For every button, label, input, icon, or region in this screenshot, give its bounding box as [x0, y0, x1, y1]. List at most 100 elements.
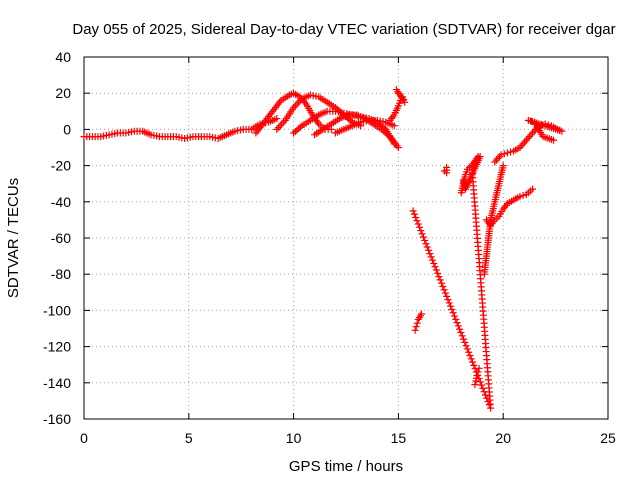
data-point-baseline	[153, 132, 161, 140]
data-point-arc-c	[321, 108, 329, 116]
data-point-end-21	[527, 131, 535, 139]
data-point-isolated-points	[417, 227, 425, 235]
y-tick-label: -40	[51, 194, 71, 210]
data-point-arc-a	[294, 92, 302, 100]
data-point-rise-19	[489, 218, 497, 226]
data-point-isolated-points	[444, 296, 452, 304]
data-point-arc-e	[355, 119, 363, 127]
data-point-arc-b	[321, 97, 329, 105]
data-point-drop-19	[492, 191, 500, 199]
x-tick-label: 20	[495, 430, 511, 446]
data-point-isolated-points	[428, 256, 436, 264]
data-point-baseline	[203, 133, 211, 141]
data-point-isolated-points	[467, 355, 475, 363]
data-point-isolated-points	[409, 207, 417, 215]
data-point-rise-19	[502, 201, 510, 209]
data-point-arc-a	[307, 109, 315, 117]
data-point-arc-c	[337, 109, 345, 117]
data-point-arc-e	[371, 116, 379, 124]
data-point-isolated-points	[419, 233, 427, 241]
data-point-isolated-points	[439, 282, 447, 290]
data-point-end-21	[525, 133, 533, 141]
data-point-arc-c	[304, 118, 312, 126]
data-point-isolated-points	[418, 230, 426, 238]
data-point-baseline	[237, 126, 245, 134]
data-point-rise-19	[526, 187, 534, 195]
data-point-cluster-17	[443, 166, 451, 174]
y-tick-label: 40	[55, 49, 71, 65]
data-point-isolated-points	[485, 401, 493, 409]
data-point-isolated-points	[478, 381, 486, 389]
data-point-arc-b	[280, 118, 288, 126]
data-point-isolated-points	[470, 361, 478, 369]
data-point-arc-b	[329, 102, 337, 110]
data-point-end-21	[547, 136, 555, 144]
data-point-isolated-points	[481, 391, 489, 399]
data-point-arc-d	[359, 114, 367, 122]
y-axis-label: SDTVAR / TECUs	[5, 178, 22, 298]
x-tick-label: 15	[391, 430, 407, 446]
data-point-end-21	[507, 148, 515, 156]
plot-frame	[83, 56, 609, 420]
data-point-end-21	[503, 149, 511, 157]
data-point-spike-15	[389, 113, 397, 121]
data-point-low-18.7	[475, 364, 483, 372]
data-point-arc-d	[384, 131, 392, 139]
data-point-isolated-points	[452, 315, 460, 323]
data-point-isolated-points	[421, 236, 429, 244]
data-point-arc-b	[296, 96, 304, 104]
data-point-baseline	[169, 133, 177, 141]
data-point-arc-a	[276, 98, 284, 106]
data-point-arc-d	[317, 127, 325, 135]
y-tick-label: -100	[43, 302, 71, 318]
data-point-end-21	[529, 129, 537, 137]
data-point-isolated-points	[430, 259, 438, 267]
data-point-arc-e	[346, 123, 354, 131]
data-point-arc-d	[393, 142, 401, 150]
data-point-arc-c	[295, 125, 303, 133]
data-point-isolated-points	[441, 289, 449, 297]
data-point-arc-d	[376, 124, 384, 132]
y-tick-label: 0	[63, 121, 71, 137]
data-point-drop-19	[499, 164, 507, 172]
data-point-isolated-points	[410, 210, 418, 218]
data-point-arc-c	[296, 123, 304, 131]
data-point-drop-19	[490, 200, 498, 208]
data-point-group-18	[460, 178, 468, 186]
data-point-isolated-points	[432, 266, 440, 274]
data-point-isolated-points	[435, 273, 443, 281]
data-point-arc-e	[338, 126, 346, 134]
data-point-arc-e	[362, 117, 370, 125]
data-point-arc-b	[276, 122, 284, 130]
data-point-arc-d	[350, 111, 358, 119]
data-points	[80, 86, 566, 412]
data-point-end-21	[491, 158, 499, 166]
data-point-baseline	[94, 133, 102, 141]
data-point-arc-e	[388, 121, 396, 129]
data-point-isolated-points	[413, 217, 421, 225]
data-point-isolated-points	[449, 309, 457, 317]
data-point-isolated-points	[445, 299, 453, 307]
data-point-baseline	[271, 115, 279, 123]
data-point-end-21	[519, 140, 527, 148]
data-point-end-21	[496, 153, 504, 161]
data-point-baseline	[245, 125, 253, 133]
data-point-end-21	[492, 156, 500, 164]
data-point-end-21	[527, 117, 535, 125]
data-point-arc-b	[293, 100, 301, 108]
x-axis-label: GPS time / hours	[289, 458, 403, 475]
chart-title: Day 055 of 2025, Sidereal Day-to-day VTE…	[72, 21, 615, 38]
data-point-arc-b	[275, 124, 283, 132]
data-point-end-21	[521, 138, 529, 146]
y-tick-label: 20	[55, 85, 71, 101]
data-point-arc-d	[342, 112, 350, 120]
data-point-drop-19	[497, 173, 505, 181]
data-point-arc-b	[288, 106, 296, 114]
data-point-baseline	[186, 133, 194, 141]
data-point-rise-19	[508, 197, 516, 205]
data-point-end-21	[500, 150, 508, 158]
data-point-rise-19	[514, 194, 522, 202]
data-point-isolated-points	[453, 319, 461, 327]
y-tick-label: -160	[43, 411, 71, 427]
data-point-isolated-points	[425, 246, 433, 254]
